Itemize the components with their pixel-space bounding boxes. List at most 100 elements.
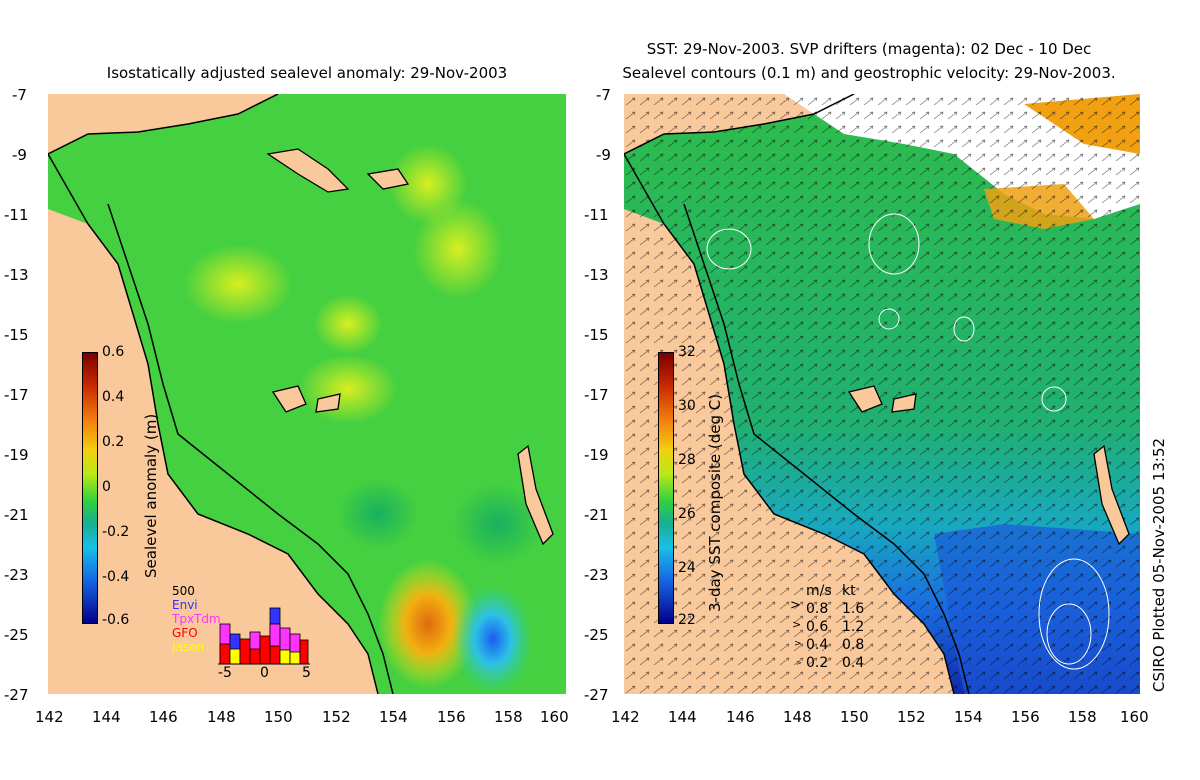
right-x-tick: 152 bbox=[897, 708, 926, 726]
histogram-legend-envi: Envi bbox=[172, 598, 198, 612]
right-y-tick: -13 bbox=[584, 266, 609, 284]
histogram-x-tick: 5 bbox=[302, 665, 311, 681]
sla-high-anomaly bbox=[313, 294, 383, 354]
sealevel-contour bbox=[1038, 558, 1110, 670]
left-x-tick: 144 bbox=[92, 708, 121, 726]
right-colorbar bbox=[658, 352, 674, 624]
left-y-tick: -23 bbox=[4, 566, 29, 584]
island bbox=[517, 444, 554, 546]
histogram-bar bbox=[219, 643, 231, 665]
speed-legend-kt: 1.6 bbox=[842, 601, 865, 617]
histogram-bar bbox=[249, 648, 261, 665]
speed-legend-header-ms: m/s bbox=[806, 583, 832, 599]
sla-high-anomaly bbox=[388, 144, 468, 224]
speed-legend-kt: 0.8 bbox=[842, 637, 865, 653]
sealevel-contour bbox=[706, 228, 752, 270]
speed-legend-ms: 0.4 bbox=[806, 637, 829, 653]
left-map bbox=[48, 94, 566, 694]
histogram-bar bbox=[229, 648, 241, 665]
left-y-tick: -13 bbox=[4, 266, 29, 284]
right-colorbar-label: 3-day SST composite (deg C) bbox=[706, 393, 724, 612]
speed-legend-ms: 0.2 bbox=[806, 655, 829, 671]
left-x-tick: 142 bbox=[35, 708, 64, 726]
left-y-tick: -27 bbox=[4, 686, 29, 704]
right-y-tick: -9 bbox=[596, 146, 611, 164]
sealevel-contour bbox=[953, 316, 975, 342]
right-x-tick: 154 bbox=[954, 708, 983, 726]
histogram-bar bbox=[279, 649, 291, 665]
histogram-bar bbox=[269, 645, 281, 665]
right-x-tick: 150 bbox=[840, 708, 869, 726]
coastline bbox=[48, 153, 379, 694]
coastline bbox=[624, 153, 955, 694]
plot-credit: CSIRO Plotted 05-Nov-2005 13:52 bbox=[1150, 437, 1168, 692]
histogram-legend-jason: Jason bbox=[172, 640, 205, 654]
coastline bbox=[48, 94, 279, 155]
left-x-tick: 160 bbox=[540, 708, 569, 726]
speed-arrow-icon: > bbox=[790, 598, 801, 613]
right-colorbar-tick: 26 bbox=[678, 506, 696, 522]
left-y-tick: -25 bbox=[4, 626, 29, 644]
speed-legend-header-kt: kt bbox=[842, 583, 856, 599]
right-y-tick: -27 bbox=[584, 686, 609, 704]
histogram-bars bbox=[219, 607, 309, 665]
histogram-bar bbox=[299, 639, 309, 665]
right-x-tick: 146 bbox=[726, 708, 755, 726]
sla-low-anomaly bbox=[453, 484, 543, 564]
left-y-tick: -9 bbox=[12, 146, 27, 164]
right-x-tick: 144 bbox=[668, 708, 697, 726]
right-x-tick: 158 bbox=[1068, 708, 1097, 726]
sealevel-contour bbox=[1046, 603, 1092, 665]
histogram-bar bbox=[239, 638, 251, 665]
right-x-tick: 156 bbox=[1011, 708, 1040, 726]
island bbox=[266, 148, 350, 193]
island bbox=[847, 385, 883, 413]
left-x-tick: 148 bbox=[207, 708, 236, 726]
right-y-tick: -15 bbox=[584, 326, 609, 344]
right-colorbar-tick: 22 bbox=[678, 612, 696, 628]
speed-legend-kt: 0.4 bbox=[842, 655, 865, 671]
left-colorbar-label: Sealevel anomaly (m) bbox=[142, 413, 160, 578]
left-colorbar-tick: -0.4 bbox=[102, 569, 130, 585]
sla-low-anomaly bbox=[338, 479, 418, 549]
speed-arrow-icon: > bbox=[792, 618, 802, 631]
right-y-tick: -11 bbox=[584, 206, 609, 224]
right-map bbox=[624, 94, 1140, 694]
speed-arrow-icon: > bbox=[796, 659, 802, 667]
sealevel-contour bbox=[878, 308, 900, 330]
left-colorbar-tick: 0.2 bbox=[102, 434, 125, 450]
shelf-contour bbox=[683, 203, 970, 694]
left-colorbar-tick: -0.6 bbox=[102, 612, 130, 628]
left-y-tick: -17 bbox=[4, 386, 29, 404]
right-y-tick: -23 bbox=[584, 566, 609, 584]
speed-legend-ms: 0.6 bbox=[806, 619, 829, 635]
sla-trough-anomaly bbox=[453, 584, 533, 694]
right-x-tick: 142 bbox=[611, 708, 640, 726]
left-colorbar-tick: 0.6 bbox=[102, 344, 125, 360]
right-y-tick: -19 bbox=[584, 446, 609, 464]
left-panel-title: Isostatically adjusted sealevel anomaly:… bbox=[106, 64, 508, 82]
left-y-tick: -11 bbox=[4, 206, 29, 224]
right-colorbar-tick: 30 bbox=[678, 398, 696, 414]
histogram-count-label: 500 bbox=[172, 584, 195, 598]
histogram-bar bbox=[289, 651, 301, 665]
left-x-tick: 146 bbox=[149, 708, 178, 726]
right-y-tick: -7 bbox=[596, 86, 611, 104]
left-colorbar bbox=[82, 352, 98, 624]
right-x-tick: 148 bbox=[783, 708, 812, 726]
island bbox=[891, 393, 917, 413]
speed-legend-kt: 1.2 bbox=[842, 619, 865, 635]
right-y-tick: -21 bbox=[584, 506, 609, 524]
histogram-bar bbox=[259, 635, 271, 665]
left-x-tick: 154 bbox=[379, 708, 408, 726]
right-colorbar-tick: 32 bbox=[678, 344, 696, 360]
histogram-x-tick: 0 bbox=[260, 665, 269, 681]
left-colorbar-tick: -0.2 bbox=[102, 524, 130, 540]
histogram-legend-gfo: GFO bbox=[172, 626, 198, 640]
left-y-tick: -7 bbox=[12, 86, 27, 104]
right-colorbar-tick: 24 bbox=[678, 560, 696, 576]
left-x-tick: 158 bbox=[494, 708, 523, 726]
island bbox=[315, 393, 341, 413]
sla-peak-anomaly bbox=[378, 559, 478, 689]
speed-legend-ms: 0.8 bbox=[806, 601, 829, 617]
